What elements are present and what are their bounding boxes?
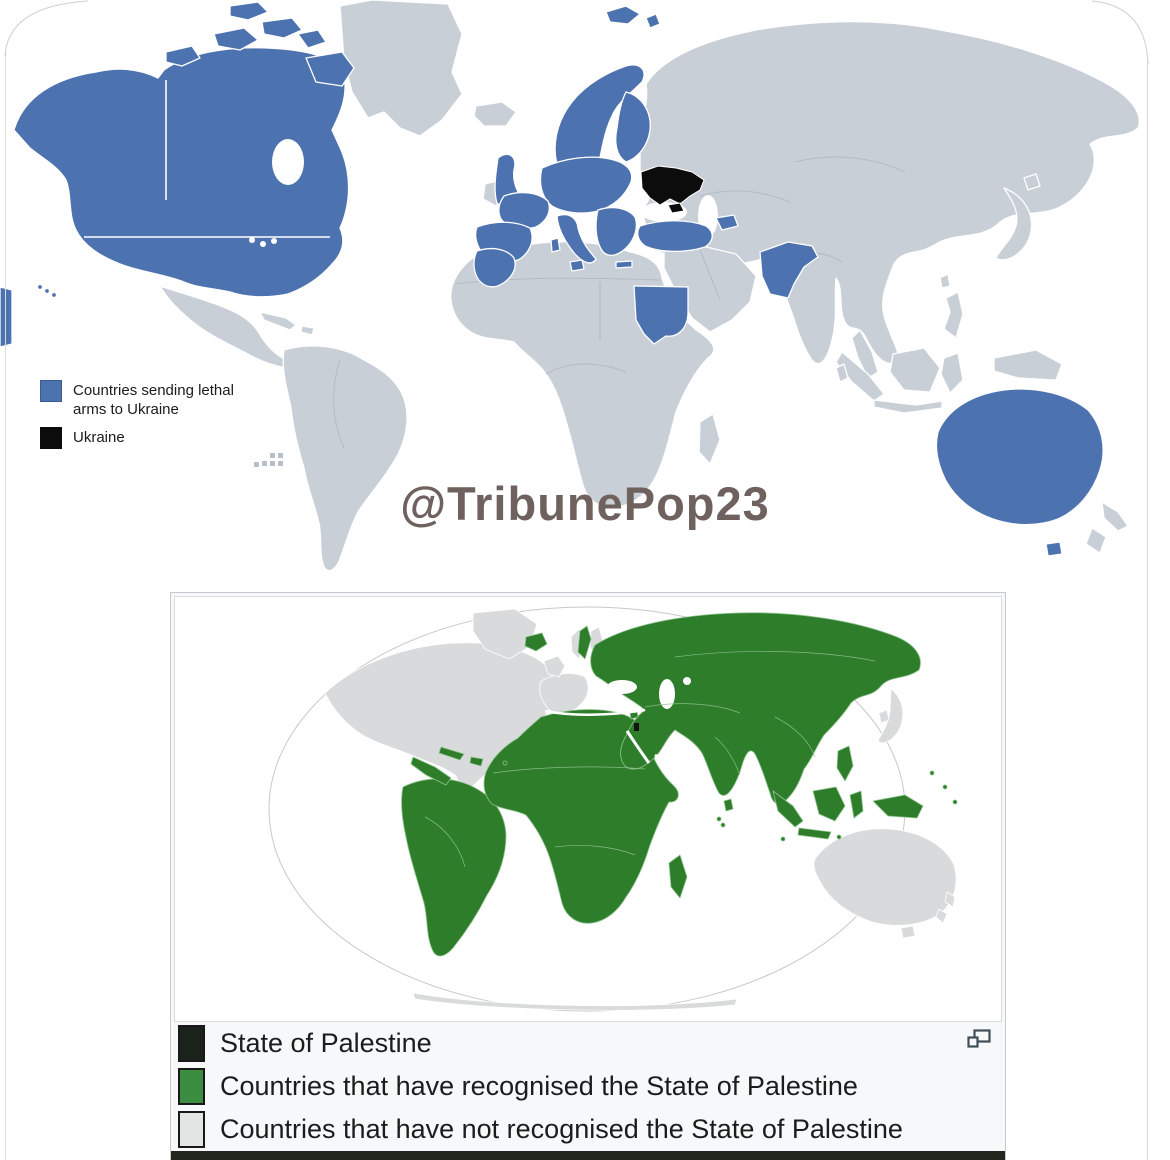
palestine-recognition-figure: State of Palestine Countries that have r… — [170, 592, 1006, 1160]
legend-label-palestine: State of Palestine — [220, 1028, 432, 1058]
popout-icon[interactable] — [966, 1028, 992, 1050]
legend-item-ukraine: Ukraine — [40, 427, 258, 449]
legend-label-senders: Countries sending lethal arms to Ukraine — [73, 382, 234, 418]
palestine-recognition-map[interactable] — [174, 596, 1002, 1022]
legend-item-senders: Countries sending lethal arms to Ukraine — [40, 380, 258, 419]
recognised-swatch — [178, 1068, 205, 1105]
legend-label-not-recognised: Countries that have not recognised the S… — [220, 1114, 903, 1144]
legend-row-recognised: Countries that have recognised the State… — [174, 1065, 1002, 1108]
watermark-handle: @TribunePop23 — [400, 477, 770, 530]
legend-row-not-recognised: Countries that have not recognised the S… — [174, 1108, 1002, 1151]
page-edge-line-left — [5, 50, 6, 1160]
palestine-marker — [634, 723, 639, 731]
rounded-corner-mask-right — [1091, 0, 1170, 65]
black-swatch — [40, 427, 62, 449]
ukraine-arms-map — [0, 0, 1140, 571]
legend-label-ukraine: Ukraine — [73, 429, 125, 446]
legend-row-palestine: State of Palestine — [174, 1022, 1002, 1065]
page-edge-line-right — [1147, 60, 1148, 1160]
ukraine-arms-map-svg — [0, 0, 1140, 571]
not-recognised-swatch — [178, 1111, 205, 1148]
rounded-corner-mask-left — [0, 0, 89, 57]
legend-label-recognised: Countries that have recognised the State… — [220, 1071, 858, 1101]
blue-swatch — [40, 380, 62, 402]
next-row-partial — [171, 1151, 1005, 1160]
palestine-recognition-map-svg — [175, 597, 1001, 1021]
palestine-swatch — [178, 1025, 205, 1062]
top-map-legend: Countries sending lethal arms to Ukraine… — [40, 380, 258, 457]
